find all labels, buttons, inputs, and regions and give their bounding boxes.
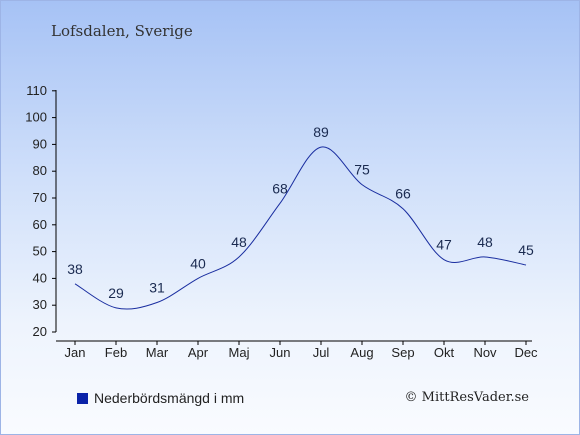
x-tick-label: Jul xyxy=(313,345,330,360)
data-label: 47 xyxy=(436,237,452,253)
x-tick-label: Nov xyxy=(473,345,497,360)
x-tick-label: Okt xyxy=(434,345,455,360)
data-label: 29 xyxy=(108,285,124,301)
data-label: 31 xyxy=(149,280,165,296)
data-label: 38 xyxy=(67,261,83,277)
y-tick-label: 110 xyxy=(26,83,47,98)
series-line-nederbord xyxy=(74,146,527,310)
legend-swatch xyxy=(77,392,88,404)
data-label: 48 xyxy=(477,234,493,250)
x-tick-label: Aug xyxy=(350,345,373,360)
y-tick-label: 90 xyxy=(33,136,47,151)
site-credit: © MittResVader.se xyxy=(404,390,529,405)
legend-label: Nederbördsmängd i mm xyxy=(94,390,245,406)
chart-title: Lofsdalen, Sverige xyxy=(51,22,193,40)
y-tick-label: 20 xyxy=(33,324,47,339)
x-tick-label: Dec xyxy=(514,345,538,360)
data-label: 68 xyxy=(272,180,288,196)
data-label: 40 xyxy=(190,255,206,271)
y-tick-label: 40 xyxy=(33,270,47,285)
y-tick-label: 60 xyxy=(33,217,47,232)
data-label: 48 xyxy=(231,234,247,250)
x-tick-label: Sep xyxy=(391,345,414,360)
y-tick-label: 80 xyxy=(33,163,47,178)
y-tick-label: 100 xyxy=(25,110,47,125)
x-tick-label: Jun xyxy=(270,345,291,360)
x-tick-label: Jan xyxy=(65,345,86,360)
y-tick-label: 70 xyxy=(33,190,47,205)
data-label: 45 xyxy=(518,242,534,258)
y-tick-label: 50 xyxy=(33,244,47,259)
x-tick-label: Maj xyxy=(229,345,250,360)
x-tick-label: Feb xyxy=(105,345,127,360)
x-tick-label: Mar xyxy=(146,345,169,360)
data-label: 75 xyxy=(354,162,370,178)
data-label: 66 xyxy=(395,186,411,202)
data-label: 89 xyxy=(313,124,329,140)
y-tick-label: 30 xyxy=(33,297,47,312)
legend: Nederbördsmängd i mm xyxy=(77,390,244,406)
x-tick-label: Apr xyxy=(188,345,209,360)
